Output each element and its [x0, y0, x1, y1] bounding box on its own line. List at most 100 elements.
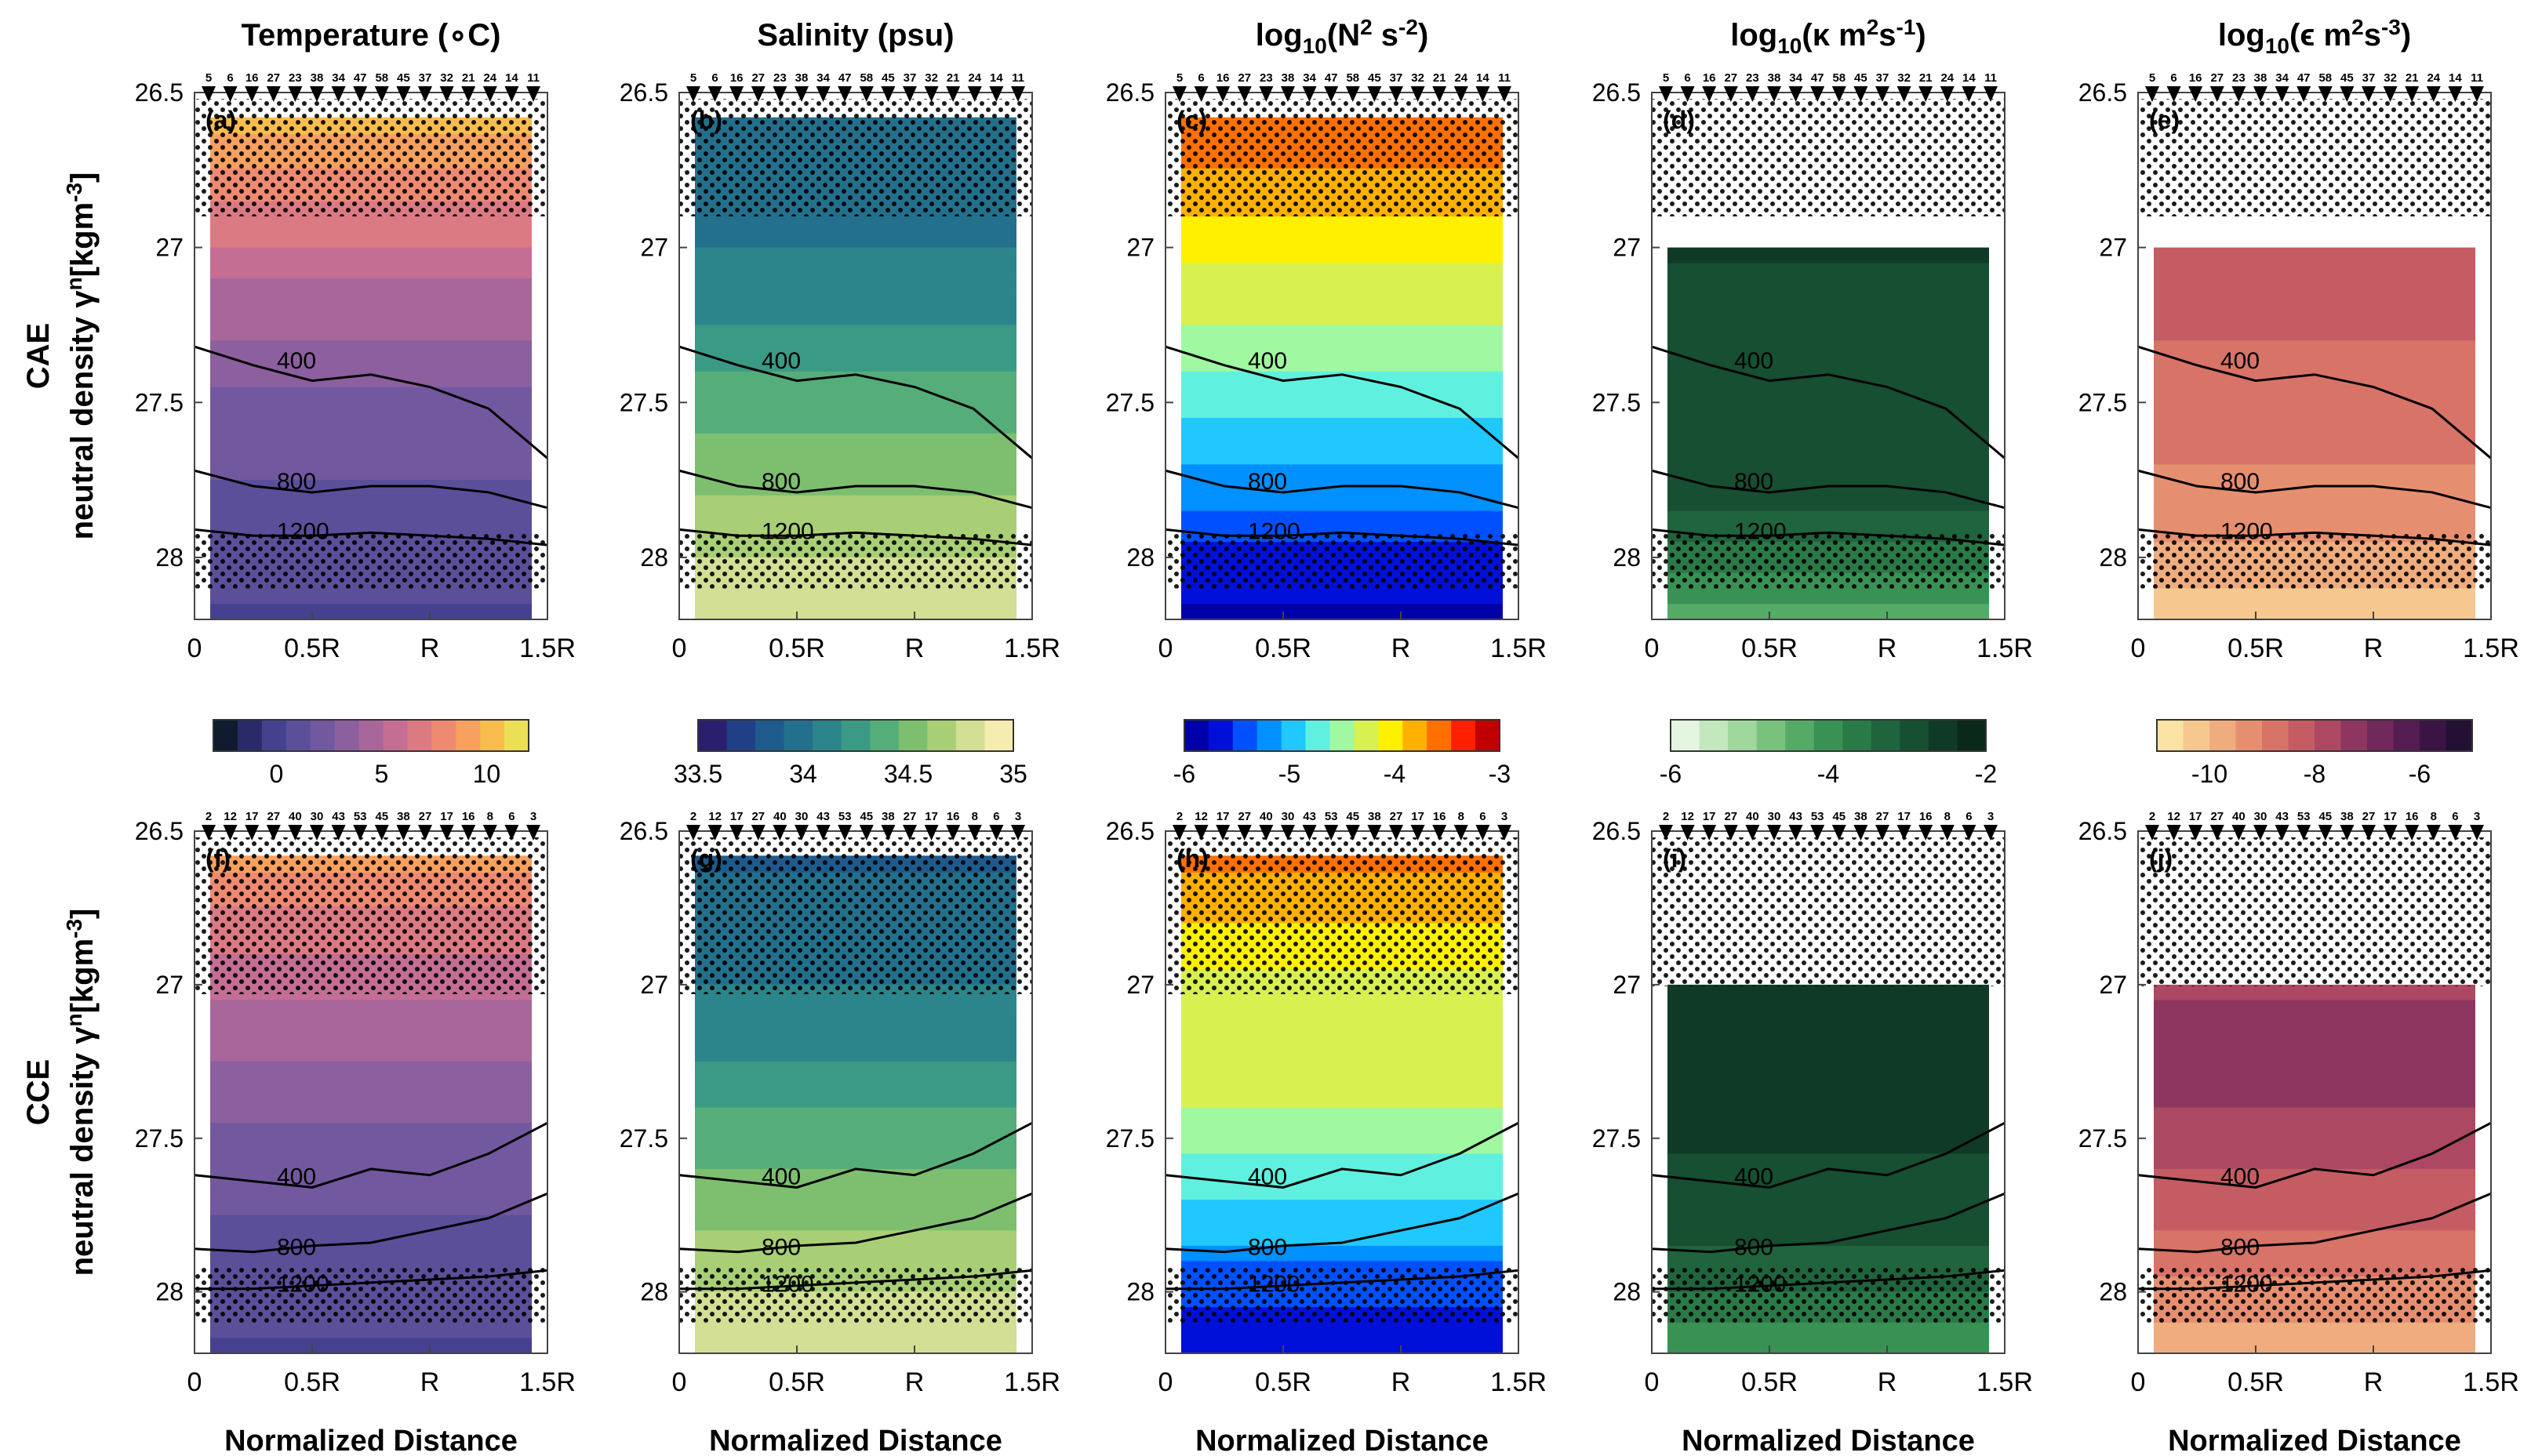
x-tick-label: 0.5R	[769, 634, 825, 663]
data-band	[1667, 293, 1989, 310]
data-band	[1181, 495, 1503, 512]
colorbar-frame	[2156, 719, 2473, 752]
data-band	[1667, 402, 1989, 419]
data-band	[2154, 433, 2475, 450]
y-tick-label: 26.5	[2078, 78, 2127, 107]
data-band	[1667, 1138, 1989, 1154]
colorbar-tick-label: 34.5	[884, 760, 933, 788]
depth-contour-800	[194, 469, 548, 510]
data-band	[695, 495, 1016, 512]
station-count: 21	[1433, 71, 1446, 85]
station-count: 37	[1876, 71, 1889, 85]
x-tick-label: R	[420, 634, 440, 663]
panel-salinity-CCE: 400 800 1200 26.5 27 27.5 28 0 0.5R R 1.5R (g) 2 12 17…	[620, 810, 1060, 1456]
contour-label-1200: 1200	[2220, 1272, 2273, 1298]
x-tick-label: R	[420, 1367, 440, 1397]
data-band	[210, 480, 532, 496]
data-band	[1667, 309, 1989, 325]
data-band	[695, 1030, 1016, 1047]
station-count: 16	[1919, 810, 1933, 823]
data-band	[1667, 1338, 1989, 1354]
station-count: 6	[1966, 810, 1972, 823]
colorbar-salinity: 33.5 34 34.5 35	[674, 719, 1027, 788]
x-tick-label: 1.5R	[1976, 634, 2033, 663]
y-tick-label: 27	[155, 234, 184, 262]
station-marker	[504, 825, 519, 841]
colorbar-tick-label: 33.5	[674, 760, 722, 788]
data-band	[2154, 984, 2475, 1000]
colorbar-swatch	[1871, 720, 1900, 751]
data-band	[1181, 1245, 1503, 1262]
station-count: 45	[397, 71, 410, 85]
station-count: 21	[1919, 71, 1933, 85]
station-marker	[331, 86, 346, 102]
station-marker	[374, 825, 389, 841]
station-count: 34	[816, 71, 830, 85]
x-tick-label: 1.5R	[1490, 634, 1547, 663]
depth-contour-400	[1165, 1121, 1519, 1189]
stipple-top	[195, 837, 547, 994]
data-band	[695, 588, 1016, 605]
row-label-CAE: CAE	[21, 323, 56, 389]
station-count: 21	[947, 71, 960, 85]
panel-label: (d)	[1663, 106, 1695, 134]
colorbar-swatch	[1208, 720, 1234, 751]
data-band	[2154, 1015, 2475, 1032]
panel-label: (f)	[205, 844, 231, 873]
data-band	[695, 1338, 1016, 1354]
station-count: 32	[1411, 71, 1424, 85]
station-marker	[2231, 825, 2246, 841]
colorbar-swatch	[870, 720, 900, 751]
station-count: 14	[505, 71, 518, 85]
data-band	[2154, 588, 2475, 605]
station-count: 23	[2232, 71, 2246, 85]
colorbar-swatch	[2446, 720, 2473, 751]
y-tick-label: 27	[2099, 234, 2127, 262]
contour-label-400: 400	[2220, 348, 2260, 374]
data-band	[210, 1322, 532, 1338]
station-count: 17	[1897, 810, 1911, 823]
panel-kappa-CCE: 400 800 1200 26.5 27 27.5 28 0 0.5R R 1.5R (i) 2 12 17…	[1592, 810, 2033, 1456]
station-marker	[2275, 86, 2289, 102]
station-count: 24	[1940, 71, 1954, 85]
data-band	[695, 464, 1016, 481]
data-band	[2154, 1322, 2475, 1338]
station-count: 40	[1746, 810, 1759, 823]
data-band	[210, 340, 532, 357]
data-band	[1181, 1215, 1503, 1231]
data-band	[210, 604, 532, 620]
axes-frame	[194, 92, 548, 620]
data-band	[1181, 387, 1503, 403]
station-count: 14	[990, 71, 1003, 85]
x-tick-label: R	[905, 1367, 925, 1397]
station-count: 6	[2170, 71, 2176, 85]
station-marker	[1659, 86, 1673, 102]
contour-label-1200: 1200	[1248, 1272, 1300, 1298]
data-band	[2154, 1030, 2475, 1047]
data-band	[1181, 293, 1503, 310]
station-marker	[1194, 825, 1209, 841]
station-marker	[1410, 825, 1425, 841]
station-count: 43	[816, 810, 830, 823]
colorbar-tick-label: -2	[1975, 760, 1997, 788]
station-marker	[2253, 86, 2267, 102]
colorbar-frame	[697, 719, 1014, 752]
y-tick-label: 27.5	[620, 388, 668, 416]
data-band	[2154, 1107, 2475, 1124]
panel-label: (i)	[1663, 844, 1686, 873]
station-count: 11	[1984, 71, 1997, 85]
station-marker	[838, 86, 853, 102]
stipple-top	[2138, 837, 2491, 986]
station-marker	[1194, 86, 1209, 102]
contour-label-800: 800	[762, 1235, 801, 1261]
station-count: 3	[1501, 810, 1507, 823]
station-marker	[795, 86, 809, 102]
station-count: 27	[1724, 810, 1737, 823]
contour-label-1200: 1200	[762, 1272, 814, 1298]
station-count: 37	[1390, 71, 1403, 85]
colorbar-N2: -6 -5 -4 -3	[1173, 719, 1511, 788]
data-band	[1667, 1168, 1989, 1185]
panel-temperature-CCE: 400 800 1200 26.5 27 27.5 28 0 0.5R R 1.5R (f) 2 12 17…	[135, 810, 576, 1456]
depth-contour-1200	[1165, 528, 1519, 546]
station-count: 32	[925, 71, 938, 85]
